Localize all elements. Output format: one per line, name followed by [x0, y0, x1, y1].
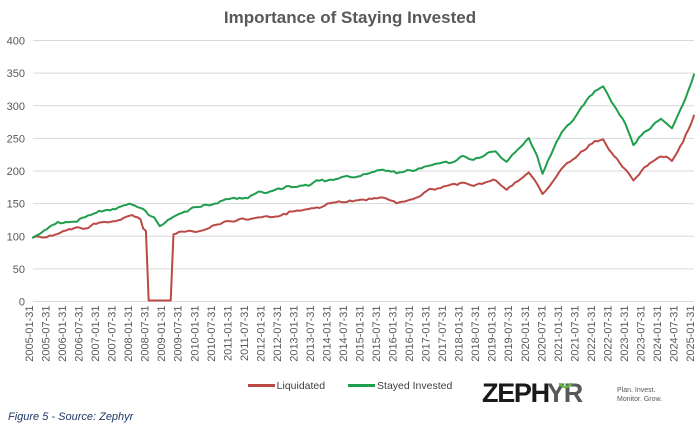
svg-text:2023-07-31: 2023-07-31 — [635, 306, 647, 362]
svg-text:2005-01-31: 2005-01-31 — [24, 306, 36, 362]
svg-text:2006-07-31: 2006-07-31 — [74, 306, 86, 362]
svg-text:2006-01-31: 2006-01-31 — [57, 306, 69, 362]
svg-text:2012-01-31: 2012-01-31 — [255, 306, 267, 362]
svg-text:2015-01-31: 2015-01-31 — [355, 306, 367, 362]
svg-text:2011-01-31: 2011-01-31 — [222, 306, 234, 361]
svg-text:2019-01-31: 2019-01-31 — [487, 306, 499, 362]
svg-text:400: 400 — [7, 36, 25, 48]
svg-text:2017-01-31: 2017-01-31 — [421, 306, 433, 362]
svg-text:2010-07-31: 2010-07-31 — [206, 306, 218, 362]
svg-text:150: 150 — [7, 199, 25, 211]
svg-text:2019-07-31: 2019-07-31 — [503, 306, 515, 362]
svg-text:2014-01-31: 2014-01-31 — [321, 306, 333, 362]
svg-text:2011-07-31: 2011-07-31 — [239, 306, 251, 361]
svg-text:2017-07-31: 2017-07-31 — [437, 306, 449, 362]
svg-text:2025-01-31: 2025-01-31 — [685, 306, 697, 362]
svg-text:2013-01-31: 2013-01-31 — [288, 306, 300, 362]
svg-text:ZEPH: ZEPH — [482, 381, 549, 407]
svg-text:2015-07-31: 2015-07-31 — [371, 306, 383, 362]
svg-text:2022-01-31: 2022-01-31 — [586, 306, 598, 362]
svg-text:2021-01-31: 2021-01-31 — [553, 306, 565, 362]
svg-text:2021-07-31: 2021-07-31 — [569, 306, 581, 362]
svg-text:Monitor. Grow.: Monitor. Grow. — [617, 396, 662, 403]
svg-text:100: 100 — [7, 231, 25, 243]
svg-text:250: 250 — [7, 133, 25, 145]
svg-text:2014-07-31: 2014-07-31 — [338, 306, 350, 362]
svg-text:2016-01-31: 2016-01-31 — [388, 306, 400, 362]
svg-text:2023-01-31: 2023-01-31 — [619, 306, 631, 362]
svg-text:2009-07-31: 2009-07-31 — [173, 306, 185, 362]
svg-text:2024-01-31: 2024-01-31 — [652, 306, 664, 362]
svg-text:2016-07-31: 2016-07-31 — [404, 306, 416, 362]
svg-text:50: 50 — [13, 264, 25, 276]
svg-text:2018-07-31: 2018-07-31 — [470, 306, 482, 362]
svg-text:350: 350 — [7, 68, 25, 80]
svg-text:YR: YR — [547, 381, 583, 407]
svg-text:2024-07-31: 2024-07-31 — [668, 306, 680, 362]
svg-text:2013-07-31: 2013-07-31 — [305, 306, 317, 362]
svg-text:200: 200 — [7, 166, 25, 178]
svg-text:2005-07-31: 2005-07-31 — [41, 306, 53, 362]
svg-text:2018-01-31: 2018-01-31 — [454, 306, 466, 362]
svg-text:2008-07-31: 2008-07-31 — [140, 306, 152, 362]
svg-text:2008-01-31: 2008-01-31 — [123, 306, 135, 362]
svg-text:2020-07-31: 2020-07-31 — [536, 306, 548, 362]
svg-text:2010-01-31: 2010-01-31 — [189, 306, 201, 362]
svg-text:2012-07-31: 2012-07-31 — [272, 306, 284, 362]
svg-text:2009-01-31: 2009-01-31 — [156, 306, 168, 362]
svg-text:2007-07-31: 2007-07-31 — [107, 306, 119, 362]
svg-text:Plan. Invest.: Plan. Invest. — [617, 387, 656, 394]
svg-text:300: 300 — [7, 101, 25, 113]
svg-text:2020-01-31: 2020-01-31 — [520, 306, 532, 362]
svg-text:2022-07-31: 2022-07-31 — [602, 306, 614, 362]
svg-text:2007-01-31: 2007-01-31 — [90, 306, 102, 362]
